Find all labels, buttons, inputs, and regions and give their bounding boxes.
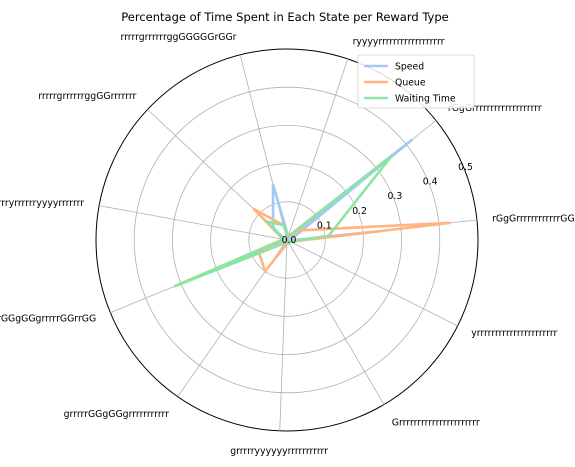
category-label: grrrrryyyyyyrrrrrrrrrrr (230, 446, 328, 457)
category-label: rGgGrrrrrrrrrrrrrrrrrrr (448, 103, 542, 114)
radial-tick-label: 0.1 (317, 220, 332, 231)
radial-tick-label: 0.0 (282, 235, 297, 246)
grid-circle (210, 163, 364, 317)
radial-tick-label: 0.2 (352, 206, 367, 217)
grid-spoke (286, 239, 458, 327)
series-line-waiting-time (173, 155, 393, 288)
radial-tick-label: 0.5 (458, 162, 473, 173)
category-label: rrrrrgrrrrrrggGGGGGrGGr (120, 32, 236, 43)
grid-circle (248, 201, 326, 279)
chart-title: Percentage of Time Spent in Each State p… (121, 10, 449, 24)
legend: Speed Queue Waiting Time (357, 54, 475, 109)
grid-spoke (286, 239, 385, 405)
series-layer (173, 138, 451, 288)
series-line-speed (187, 138, 414, 282)
grid-circle (133, 86, 441, 394)
category-label: rGgGrrrrrrrrrrrrGGrGGrG (492, 213, 575, 224)
legend-label: Speed (395, 62, 424, 73)
radial-tick-label: 0.4 (423, 177, 438, 188)
category-label: yrrrrrrrrrrrrrrrrrrrrrr (471, 328, 557, 339)
outer-frame-circle (95, 48, 479, 432)
category-label: Grrrrrrrrrrrrrrrrrrrrrr (392, 418, 480, 429)
legend-label: Queue (395, 78, 426, 89)
category-label: ryyyyrrrrrrrrrrrrrrrrrr (353, 36, 445, 47)
radial-tick-label: 0.3 (388, 191, 403, 202)
category-labels: rGgGrrrrrrrrrrrrGGrGGrG rGgGrrrrrrrrrrrrr… (0, 32, 575, 457)
grid-circle (171, 125, 402, 355)
category-label: grrrrrGGgGGgrrrrrrrrrrr (64, 409, 170, 420)
legend-box (357, 54, 475, 109)
grid-spoke (286, 58, 349, 241)
grid-spoke (99, 205, 288, 241)
grid-spoke (279, 239, 288, 431)
legend-label: Waiting Time (395, 94, 456, 105)
radial-tick-labels: 0.0 0.1 0.2 0.3 0.4 0.5 (282, 162, 473, 246)
category-label: rrrrrgrrrrrrggGGrrrrrrr (38, 91, 136, 102)
category-label: grrrrrGGgGGgrrrrrGGrrGG (0, 314, 96, 325)
